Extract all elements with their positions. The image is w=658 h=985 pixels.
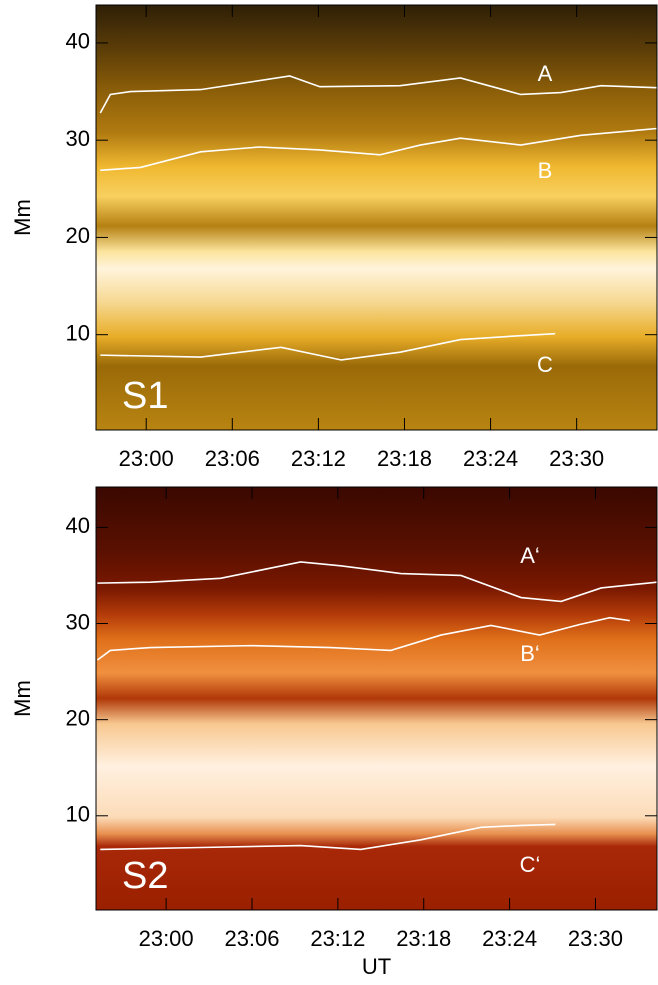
x-tick-label: 23:00: [139, 926, 194, 951]
y-axis-label: Mm: [10, 199, 35, 236]
trace-line: [96, 616, 630, 661]
heatmap: [96, 487, 657, 910]
panel-label: S1: [122, 375, 168, 417]
y-tick-label: 20: [66, 223, 90, 248]
trace-label: B: [538, 158, 553, 183]
trace-label: C‘: [520, 852, 541, 877]
plot-frame: [95, 4, 658, 431]
y-tick-label: 10: [66, 321, 90, 346]
x-tick-label: 23:18: [396, 926, 451, 951]
x-tick-label: 23:24: [482, 926, 537, 951]
x-tick-label: 23:00: [119, 446, 174, 471]
y-tick-label: 30: [66, 126, 90, 151]
trace-line: [100, 127, 658, 172]
y-tick-label: 20: [66, 705, 90, 730]
trace-label: B‘: [520, 641, 540, 666]
x-tick-label: 23:12: [291, 446, 346, 471]
x-tick-label: 23:06: [224, 926, 279, 951]
x-tick-label: 23:12: [310, 926, 365, 951]
trace-line: [100, 823, 556, 851]
trace-line: [100, 332, 556, 361]
y-tick-label: 40: [66, 513, 90, 538]
plot-frame: [95, 486, 658, 911]
x-tick-label: 23:24: [463, 446, 518, 471]
y-tick-label: 10: [66, 802, 90, 827]
trace-label: C: [537, 352, 553, 377]
panel-label: S2: [122, 855, 168, 897]
x-tick-label: 23:30: [568, 926, 623, 951]
trace-line: [97, 561, 658, 603]
trace-label: A: [538, 61, 553, 86]
trace-line: [99, 75, 658, 114]
x-tick-label: 23:30: [549, 446, 604, 471]
x-tick-label: 23:06: [205, 446, 260, 471]
trace-label: A‘: [520, 543, 540, 568]
y-axis-label: Mm: [10, 680, 35, 717]
y-tick-label: 40: [66, 29, 90, 54]
x-tick-label: 23:18: [377, 446, 432, 471]
heatmap: [96, 5, 657, 430]
y-tick-label: 30: [66, 609, 90, 634]
x-axis-label: UT: [362, 954, 391, 979]
